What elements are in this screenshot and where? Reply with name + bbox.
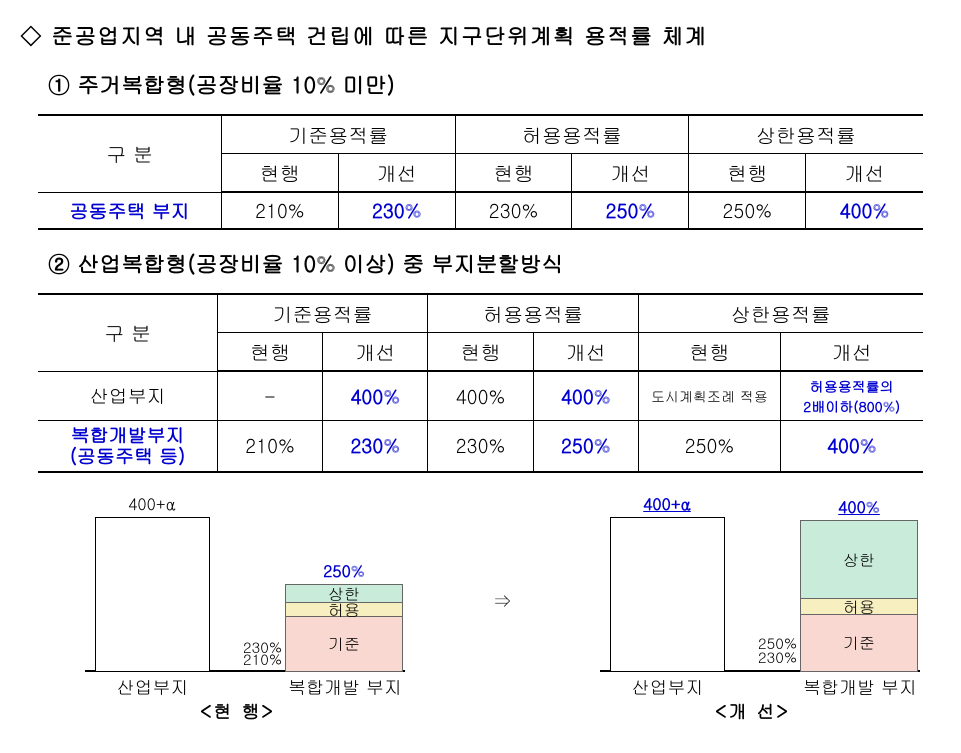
arrow-icon: ⇒ [490, 585, 512, 616]
t1-r1-v6: 400% [806, 192, 923, 229]
right-bar1-x: 산업부지 [610, 675, 725, 700]
t1-r1-v1: 210% [221, 192, 338, 229]
right-bar2: 기준허용상한 [800, 520, 918, 672]
section2-heading: ② 산업복합형(공장비율 10% 이상) 중 부지분할방식 [48, 248, 941, 279]
t1-sub-b1: 현행 [455, 154, 572, 193]
panel-improved: 400+α 산업부지 기준허용상한 400% 복합개발 부지 <개 선> 230… [555, 485, 950, 720]
t2-sub-b2: 개선 [533, 333, 638, 372]
left-bar1 [95, 517, 210, 672]
t1-sub-a1: 현행 [221, 154, 338, 193]
t1-sub-c1: 현행 [689, 154, 806, 193]
t2-r1-v6b: 2배이하(800%) [783, 396, 921, 416]
t1-r1-v4: 250% [572, 192, 689, 229]
t2-r2-v6: 400% [780, 421, 922, 472]
t2-h-c1: 기준용적률 [217, 294, 428, 333]
t2-sub-a2: 개선 [323, 333, 428, 372]
panel-current: 400+α 산업부지 기준허용상한 250% 복합개발 부지 <현 행> 210… [40, 485, 435, 720]
t1-r1-v3: 230% [455, 192, 572, 229]
t2-sub-c1: 현행 [638, 333, 780, 372]
right-bar1 [610, 517, 725, 672]
t1-r1-label: 공동주택 부지 [38, 192, 221, 229]
caption-right: <개 선> [555, 699, 950, 724]
diagram: 400+α 산업부지 기준허용상한 250% 복합개발 부지 <현 행> 210… [40, 485, 960, 720]
left-bar2: 기준허용상한 [285, 584, 403, 672]
t2-r2-v2: 230% [323, 421, 428, 472]
left-bar1-x: 산업부지 [95, 675, 210, 700]
caption-left: <현 행> [40, 699, 435, 724]
t2-r1-v2: 400% [323, 371, 428, 421]
page-title: ◇ 준공업지역 내 공동주택 건립에 따른 지구단위계획 용적률 체계 [20, 20, 941, 51]
t2-r1-v1: - [217, 371, 322, 421]
t2-sub-c2: 개선 [780, 333, 922, 372]
left-bar2-top: 250% [279, 559, 409, 582]
t2-r2-v5: 250% [638, 421, 780, 472]
t2-r1-v6: 허용용적률의 2배이하(800%) [780, 371, 922, 421]
t1-sub-b2: 개선 [572, 154, 689, 193]
t2-r2-v3: 230% [428, 421, 533, 472]
left-bar1-top: 400+α [87, 492, 217, 515]
side-number: 250% [742, 633, 797, 654]
bar-segment: 상한 [285, 584, 403, 602]
t2-r2-label2: (공동주택 등) [40, 446, 214, 467]
t1-h-c2: 허용용적률 [455, 115, 689, 154]
bar-segment: 기준 [800, 614, 918, 672]
table-1: 구 분 기준용적률 허용용적률 상한용적률 현행 개선 현행 개선 현행 개선 … [38, 114, 922, 230]
right-bar1-top: 400+α [602, 492, 732, 515]
t2-h-c2: 허용용적률 [428, 294, 639, 333]
bar-segment: 기준 [285, 616, 403, 672]
t2-r2-v4: 250% [533, 421, 638, 472]
left-bar2-x: 복합개발 부지 [270, 675, 420, 700]
t2-h-c3: 상한용적률 [638, 294, 922, 333]
t2-r1-label: 산업부지 [38, 371, 217, 421]
t2-r2-v1: 210% [217, 421, 322, 472]
side-number: 230% [227, 637, 282, 658]
right-bar2-x: 복합개발 부지 [785, 675, 935, 700]
t1-h-c3: 상한용적률 [689, 115, 923, 154]
t2-sub-b1: 현행 [428, 333, 533, 372]
t1-h-col1: 구 분 [38, 115, 221, 192]
t1-r1-v2: 230% [338, 192, 455, 229]
t2-r1-v4: 400% [533, 371, 638, 421]
t1-h-c1: 기준용적률 [221, 115, 455, 154]
table-2: 구 분 기준용적률 허용용적률 상한용적률 현행 개선 현행 개선 현행 개선 … [38, 293, 922, 473]
t1-r1-v5: 250% [689, 192, 806, 229]
t2-r2-label: 복합개발부지 (공동주택 등) [38, 421, 217, 472]
t2-r1-v5: 도시계획조례 적용 [638, 371, 780, 421]
bar-segment: 상한 [800, 520, 918, 598]
t2-r1-v6a: 허용용적률의 [783, 376, 921, 396]
t2-r1-v3: 400% [428, 371, 533, 421]
t1-sub-a2: 개선 [338, 154, 455, 193]
t2-h-col1: 구 분 [38, 294, 217, 371]
bar-segment: 허용 [800, 598, 918, 614]
t2-sub-a1: 현행 [217, 333, 322, 372]
right-bar2-top: 400% [794, 495, 924, 518]
section1-heading: ① 주거복합형(공장비율 10% 미만) [48, 69, 941, 100]
t1-sub-c2: 개선 [806, 154, 923, 193]
